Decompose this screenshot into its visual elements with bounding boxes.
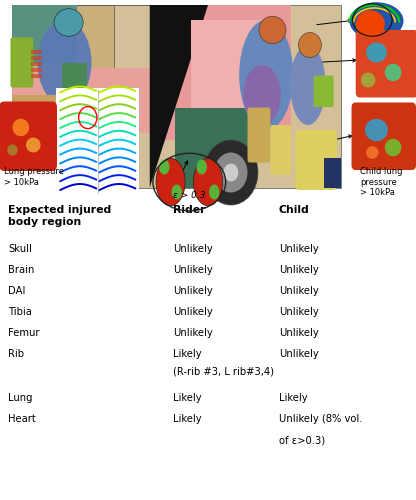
Ellipse shape xyxy=(349,2,404,40)
Text: Expected injured
body region: Expected injured body region xyxy=(8,205,111,227)
Text: Brain: Brain xyxy=(8,265,35,275)
FancyBboxPatch shape xyxy=(270,125,291,175)
Text: Likely: Likely xyxy=(173,393,201,403)
Ellipse shape xyxy=(209,184,220,200)
FancyBboxPatch shape xyxy=(356,30,416,98)
Polygon shape xyxy=(150,5,208,188)
Text: Heart: Heart xyxy=(8,414,36,424)
Ellipse shape xyxy=(259,16,286,44)
FancyBboxPatch shape xyxy=(12,68,156,132)
Ellipse shape xyxy=(12,118,29,136)
Circle shape xyxy=(214,152,248,192)
Ellipse shape xyxy=(26,138,41,152)
Ellipse shape xyxy=(366,42,387,62)
FancyBboxPatch shape xyxy=(314,76,334,107)
Ellipse shape xyxy=(385,64,401,81)
Circle shape xyxy=(204,140,258,205)
FancyBboxPatch shape xyxy=(12,95,99,132)
Text: (R-rib #3, L rib#3,4): (R-rib #3, L rib#3,4) xyxy=(173,367,274,377)
FancyBboxPatch shape xyxy=(31,62,42,66)
Ellipse shape xyxy=(239,20,293,130)
Text: Skull: Skull xyxy=(8,244,32,254)
FancyBboxPatch shape xyxy=(73,62,78,122)
Circle shape xyxy=(223,164,238,182)
Text: Rider: Rider xyxy=(173,205,205,215)
Ellipse shape xyxy=(7,144,17,156)
Ellipse shape xyxy=(156,158,185,206)
FancyBboxPatch shape xyxy=(31,68,42,71)
Text: Unlikely: Unlikely xyxy=(173,286,213,296)
FancyBboxPatch shape xyxy=(352,102,416,170)
FancyBboxPatch shape xyxy=(12,5,156,132)
Ellipse shape xyxy=(365,118,388,141)
Ellipse shape xyxy=(361,72,376,88)
Text: Unlikely: Unlikely xyxy=(279,244,319,254)
Text: DAI: DAI xyxy=(8,286,26,296)
Text: Unlikely: Unlikely xyxy=(279,307,319,317)
Ellipse shape xyxy=(299,32,322,58)
Ellipse shape xyxy=(356,10,385,38)
Text: Unlikely: Unlikely xyxy=(173,265,213,275)
Text: Femur: Femur xyxy=(8,328,40,338)
Text: Likely: Likely xyxy=(173,414,201,424)
Ellipse shape xyxy=(37,20,92,105)
FancyBboxPatch shape xyxy=(31,50,42,54)
Text: Child: Child xyxy=(279,205,310,215)
FancyBboxPatch shape xyxy=(191,20,275,110)
Text: Child lung
pressure
> 10kPa: Child lung pressure > 10kPa xyxy=(360,168,402,198)
Text: Lung pressure
> 10kPa: Lung pressure > 10kPa xyxy=(4,168,64,187)
FancyBboxPatch shape xyxy=(62,62,87,92)
Ellipse shape xyxy=(290,45,325,125)
FancyBboxPatch shape xyxy=(175,108,250,188)
FancyBboxPatch shape xyxy=(10,38,33,88)
Text: Unlikely: Unlikely xyxy=(279,349,319,359)
Text: Rib: Rib xyxy=(8,349,24,359)
FancyBboxPatch shape xyxy=(31,74,42,78)
Text: Unlikely: Unlikely xyxy=(279,328,319,338)
Ellipse shape xyxy=(159,160,170,174)
Ellipse shape xyxy=(172,184,182,200)
Text: Unlikely: Unlikely xyxy=(173,244,213,254)
Ellipse shape xyxy=(197,160,207,174)
Ellipse shape xyxy=(193,158,223,206)
Ellipse shape xyxy=(54,8,83,36)
FancyBboxPatch shape xyxy=(324,158,341,188)
Text: Unlikely (8% vol.: Unlikely (8% vol. xyxy=(279,414,362,424)
Ellipse shape xyxy=(366,146,379,159)
Text: Lung: Lung xyxy=(8,393,33,403)
Text: Unlikely: Unlikely xyxy=(279,265,319,275)
Text: Tibia: Tibia xyxy=(8,307,32,317)
Text: Unlikely: Unlikely xyxy=(173,328,213,338)
FancyBboxPatch shape xyxy=(31,56,42,60)
FancyBboxPatch shape xyxy=(248,108,270,162)
Text: Likely: Likely xyxy=(279,393,307,403)
FancyBboxPatch shape xyxy=(56,88,139,195)
FancyBboxPatch shape xyxy=(114,5,341,188)
Text: Unlikely: Unlikely xyxy=(173,307,213,317)
FancyBboxPatch shape xyxy=(158,5,291,140)
FancyBboxPatch shape xyxy=(295,130,337,190)
Text: Likely: Likely xyxy=(173,349,201,359)
Text: of ε>0.3): of ε>0.3) xyxy=(279,435,325,445)
Ellipse shape xyxy=(385,138,401,156)
FancyBboxPatch shape xyxy=(0,0,416,202)
Text: Unlikely: Unlikely xyxy=(279,286,319,296)
FancyBboxPatch shape xyxy=(12,5,77,62)
FancyBboxPatch shape xyxy=(0,102,57,171)
Text: ε > 0.3: ε > 0.3 xyxy=(173,192,206,200)
Ellipse shape xyxy=(243,65,281,125)
